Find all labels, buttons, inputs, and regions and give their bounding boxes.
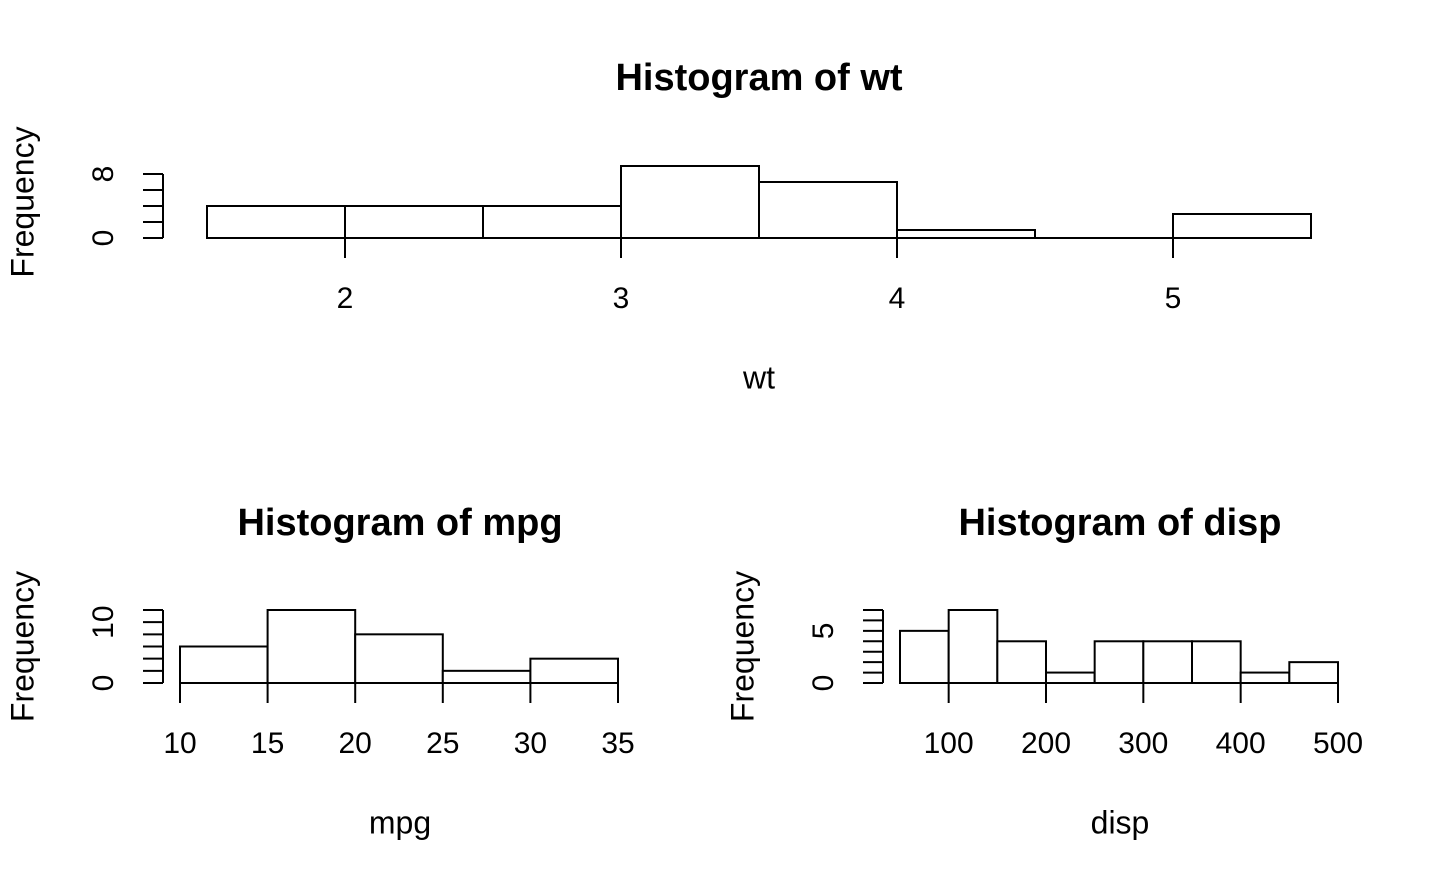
bar — [758, 181, 898, 239]
x-tick-label: 30 — [514, 727, 547, 760]
x-tick-label: 35 — [601, 727, 634, 760]
bar — [344, 205, 484, 239]
bar — [899, 629, 950, 684]
bar — [354, 633, 444, 684]
y-tick-label: 5 — [807, 623, 840, 640]
chart-title: Histogram of mpg — [237, 502, 562, 544]
x-tick-label: 10 — [163, 727, 196, 760]
x-tick-label: 25 — [426, 727, 459, 760]
x-tick-label: 4 — [889, 282, 906, 315]
bar — [1045, 671, 1096, 684]
bar — [1239, 671, 1291, 684]
bar — [996, 640, 1047, 684]
x-axis-label: mpg — [369, 804, 431, 840]
bar — [206, 205, 346, 239]
y-tick-label: 0 — [87, 675, 120, 692]
y-tick-label: 8 — [87, 166, 120, 183]
x-tick-label: 200 — [1021, 727, 1071, 760]
bar — [1142, 640, 1194, 684]
y-tick-label: 0 — [87, 230, 120, 247]
x-axis-label: wt — [742, 359, 775, 395]
bar — [482, 205, 622, 239]
bar — [179, 645, 269, 684]
y-tick-label: 0 — [807, 675, 840, 692]
x-tick-label: 400 — [1216, 727, 1266, 760]
bar — [947, 609, 999, 684]
x-tick-label: 300 — [1118, 727, 1168, 760]
bar — [441, 669, 532, 684]
chart-title: Histogram of disp — [958, 502, 1281, 544]
x-tick-label: 500 — [1313, 727, 1363, 760]
chart-title: Histogram of wt — [615, 57, 902, 99]
x-tick-label: 3 — [613, 282, 630, 315]
bar — [620, 165, 760, 239]
bar — [1172, 213, 1312, 239]
bar — [529, 657, 620, 685]
x-tick-label: 2 — [337, 282, 354, 315]
bar — [1191, 640, 1242, 684]
x-tick-label: 20 — [339, 727, 372, 760]
x-tick-label: 5 — [1165, 282, 1182, 315]
y-axis-label: Frequency — [4, 571, 40, 722]
bar — [1288, 661, 1340, 685]
y-axis-label: Frequency — [724, 571, 760, 722]
bar — [1093, 640, 1145, 684]
x-tick-label: 15 — [251, 727, 284, 760]
y-tick-label: 10 — [87, 605, 120, 638]
x-axis-label: disp — [1091, 804, 1150, 840]
bar — [896, 229, 1036, 239]
y-axis-label: Frequency — [4, 126, 40, 277]
x-tick-label: 100 — [924, 727, 974, 760]
bar — [266, 609, 357, 684]
